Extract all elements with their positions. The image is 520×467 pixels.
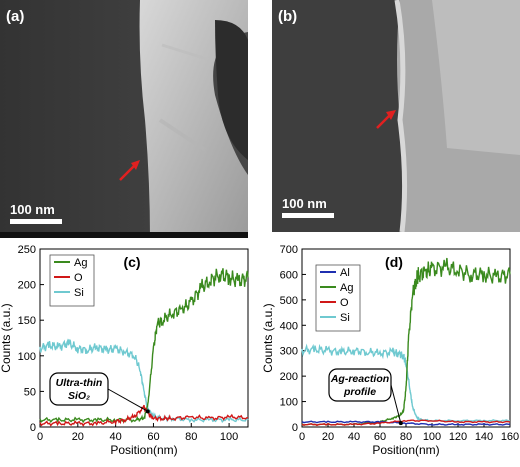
x-axis-label: Position(nm) bbox=[372, 443, 439, 457]
sem-image-b-drawing bbox=[272, 0, 520, 232]
y-tick-label: 400 bbox=[280, 320, 298, 332]
legend-label: O bbox=[74, 272, 83, 284]
x-tick-label: 160 bbox=[501, 431, 519, 443]
panel-label-b: (b) bbox=[278, 8, 298, 25]
panel-label: (d) bbox=[385, 254, 403, 270]
y-tick-label: 200 bbox=[280, 371, 298, 383]
x-tick-label: 120 bbox=[449, 431, 467, 443]
sem-image-b: (b) 100 nm bbox=[272, 0, 520, 232]
y-tick-label: 700 bbox=[280, 244, 298, 256]
x-tick-label: 80 bbox=[185, 431, 197, 443]
x-tick-label: 40 bbox=[110, 431, 122, 443]
y-tick-label: 100 bbox=[18, 351, 36, 363]
scale-bar-b-line bbox=[282, 213, 334, 218]
legend-label: O bbox=[340, 297, 349, 309]
legend-box bbox=[315, 264, 361, 332]
x-axis-label: Position(nm) bbox=[110, 443, 177, 457]
x-tick-label: 20 bbox=[72, 431, 84, 443]
y-tick-label: 300 bbox=[280, 346, 298, 358]
sem-image-a-drawing bbox=[0, 0, 248, 238]
x-tick-label: 0 bbox=[299, 431, 305, 443]
x-tick-label: 20 bbox=[322, 431, 334, 443]
x-tick-label: 40 bbox=[348, 431, 360, 443]
y-axis-label: Counts (a.u.) bbox=[0, 303, 13, 372]
x-tick-label: 60 bbox=[374, 431, 386, 443]
annotation-arrowhead bbox=[398, 421, 403, 426]
x-tick-label: 140 bbox=[475, 431, 493, 443]
y-tick-label: 50 bbox=[24, 386, 36, 398]
y-tick-label: 100 bbox=[280, 397, 298, 409]
x-tick-label: 100 bbox=[423, 431, 441, 443]
y-tick-label: 500 bbox=[280, 295, 298, 307]
series-line-o bbox=[39, 404, 249, 427]
annotation-arrow bbox=[107, 388, 149, 412]
panel-label-a: (a) bbox=[6, 8, 25, 25]
y-tick-label: 250 bbox=[18, 244, 36, 256]
legend-label: Ag bbox=[340, 282, 353, 294]
legend-box bbox=[49, 254, 95, 307]
scale-bar-b-text: 100 nm bbox=[282, 196, 327, 211]
chart-c-svg: 0 20 40 60 80 100 0 50 100 150 200 250 Position(nm) C… bbox=[0, 244, 249, 457]
series-line-o bbox=[301, 419, 511, 426]
x-tick-label: 0 bbox=[37, 431, 43, 443]
legend-label: Al bbox=[340, 267, 350, 279]
series-line-al bbox=[301, 420, 511, 426]
annotation-text: Ultra-thin bbox=[56, 377, 103, 389]
panel-label: (c) bbox=[123, 254, 140, 270]
legend-label: Si bbox=[340, 312, 350, 324]
scale-bar-a: 100 nm bbox=[10, 202, 62, 224]
annotation-arrowhead bbox=[145, 409, 150, 414]
y-axis-label: Counts (a.u.) bbox=[262, 303, 275, 372]
legend-label: Ag bbox=[74, 257, 87, 269]
x-tick-label: 80 bbox=[400, 431, 412, 443]
y-tick-label: 600 bbox=[280, 269, 298, 281]
scale-bar-b: 100 nm bbox=[282, 196, 334, 218]
y-tick-label: 150 bbox=[18, 315, 36, 327]
sem-image-a: (a) 100 nm bbox=[0, 0, 248, 238]
annotation-text: SiO₂ bbox=[68, 390, 90, 402]
y-tick-label: 0 bbox=[30, 422, 36, 434]
scale-bar-a-line bbox=[10, 219, 62, 224]
legend-label: Si bbox=[74, 287, 84, 299]
series-line-ag bbox=[39, 268, 249, 424]
x-tick-label: 60 bbox=[147, 431, 159, 443]
chart-d-svg: 0 20 40 60 80 100 120 140 160 0 100 200 300 400 500 600… bbox=[261, 244, 519, 457]
scale-bar-a-text: 100 nm bbox=[10, 202, 55, 217]
y-tick-label: 200 bbox=[18, 280, 36, 292]
y-tick-label: 0 bbox=[292, 422, 298, 434]
annotation-text: Ag-reaction bbox=[330, 373, 389, 385]
chart-c: 0 20 40 60 80 100 0 50 100 150 200 250 Position(nm) C… bbox=[0, 243, 262, 462]
chart-d: 0 20 40 60 80 100 120 140 160 0 100 200 300 400 500 600… bbox=[261, 243, 520, 462]
annotation-text: profile bbox=[343, 386, 376, 398]
x-tick-label: 100 bbox=[220, 431, 238, 443]
annotation-arrow bbox=[390, 384, 402, 424]
